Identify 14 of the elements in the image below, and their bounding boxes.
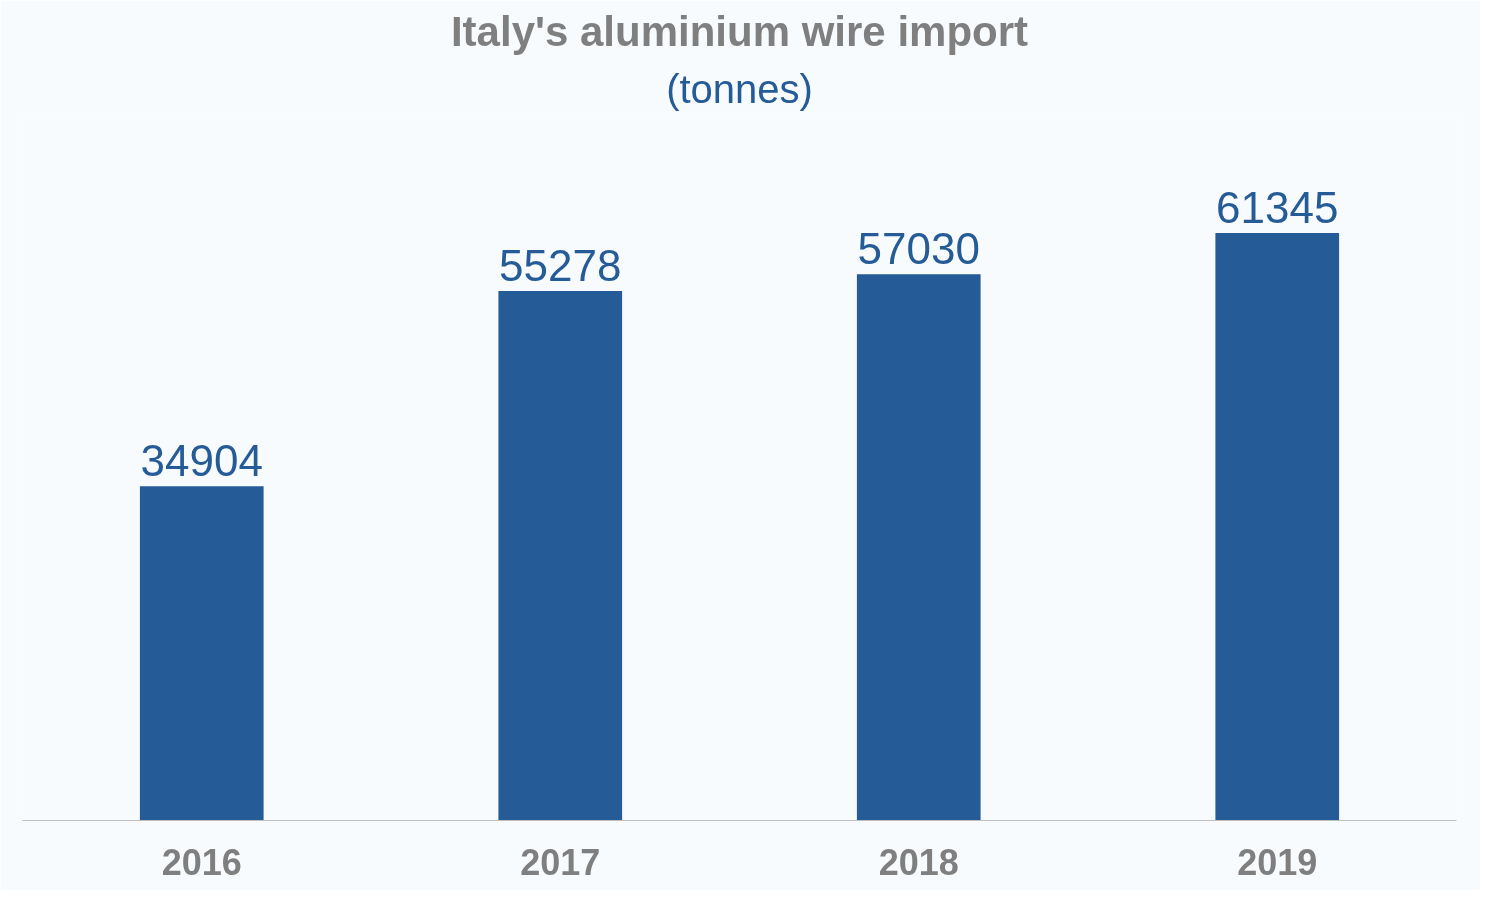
bar [139, 486, 264, 821]
bar [856, 274, 981, 821]
x-tick-label: 2019 [1237, 841, 1318, 883]
data-label: 57030 [857, 224, 980, 274]
x-tick-label: 2017 [520, 841, 601, 883]
x-tick-label: 2016 [161, 841, 242, 883]
chart-subtitle: (tonnes) [666, 66, 813, 111]
x-tick-label: 2018 [878, 841, 959, 883]
chart-title: Italy's aluminium wire import [450, 7, 1029, 55]
bar [1215, 233, 1340, 821]
bar [498, 291, 623, 821]
data-label: 34904 [140, 436, 263, 486]
data-label: 55278 [499, 241, 622, 291]
data-label: 61345 [1216, 183, 1339, 232]
